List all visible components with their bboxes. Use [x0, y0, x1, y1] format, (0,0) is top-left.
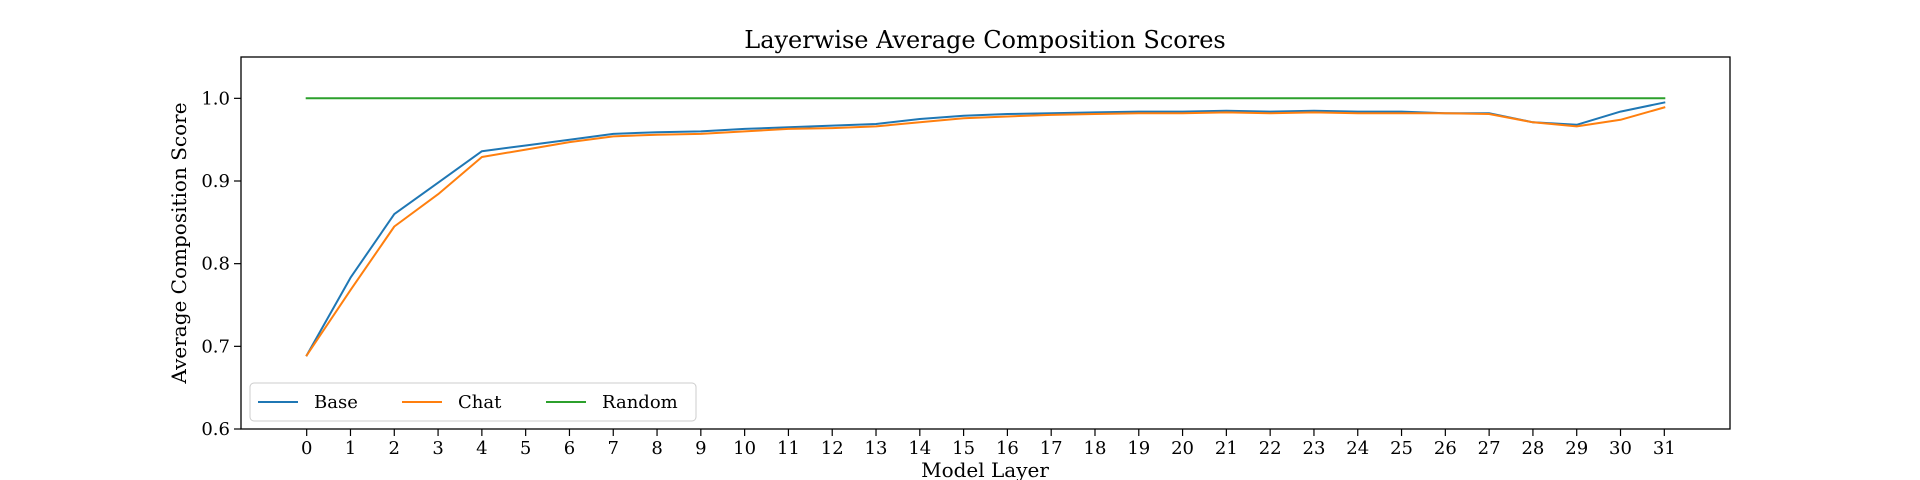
- x-tick-label: 24: [1346, 438, 1369, 459]
- x-tick-label: 29: [1565, 438, 1588, 459]
- x-tick-label: 4: [476, 438, 487, 459]
- series-lines: [305, 97, 1666, 357]
- plot-frame: [240, 56, 1731, 430]
- x-tick-label: 17: [1040, 438, 1063, 459]
- x-tick-label: 26: [1434, 438, 1457, 459]
- x-axis-ticks: 0 1 2 3 4 5 6 7 8 9 10 11 12 13 14 15 16 17 18 19 20 21 22 23 24…: [301, 429, 1676, 459]
- x-tick-label: 14: [908, 438, 931, 459]
- x-tick-label: 5: [520, 438, 531, 459]
- legend-label-chat: Chat: [458, 392, 502, 413]
- x-tick-label: 2: [389, 438, 400, 459]
- x-tick-label: 30: [1609, 438, 1632, 459]
- x-tick-label: 18: [1084, 438, 1107, 459]
- y-tick-label: 0.8: [201, 254, 230, 275]
- x-tick-label: 31: [1653, 438, 1676, 459]
- y-tick-label: 1.0: [201, 88, 230, 109]
- x-tick-label: 0: [301, 438, 312, 459]
- x-tick-label: 8: [651, 438, 662, 459]
- x-tick-label: 1: [345, 438, 356, 459]
- x-tick-label: 7: [608, 438, 619, 459]
- x-axis-label: Model Layer: [921, 458, 1049, 480]
- legend: Base Chat Random: [249, 382, 697, 422]
- x-tick-label: 21: [1215, 438, 1238, 459]
- y-tick-label: 0.6: [201, 419, 230, 440]
- x-tick-label: 15: [952, 438, 975, 459]
- legend-label-random: Random: [602, 392, 678, 413]
- x-tick-label: 11: [777, 438, 800, 459]
- y-axis-label: Average Composition Score: [167, 102, 191, 384]
- x-tick-label: 19: [1127, 438, 1150, 459]
- y-axis-ticks: 0.6 0.7 0.8 0.9 1.0: [201, 88, 241, 440]
- x-tick-label: 3: [432, 438, 443, 459]
- x-tick-label: 16: [996, 438, 1019, 459]
- x-tick-label: 6: [564, 438, 575, 459]
- legend-label-base: Base: [314, 392, 358, 413]
- x-tick-label: 22: [1259, 438, 1282, 459]
- x-tick-label: 20: [1171, 438, 1194, 459]
- series-line-chat: [305, 106, 1666, 357]
- series-line-base: [305, 101, 1666, 357]
- x-tick-label: 28: [1521, 438, 1544, 459]
- x-tick-label: 9: [695, 438, 706, 459]
- plot-area: [240, 56, 1731, 430]
- chart-title: Layerwise Average Composition Scores: [744, 26, 1226, 54]
- x-tick-label: 10: [733, 438, 756, 459]
- x-tick-label: 23: [1303, 438, 1326, 459]
- x-tick-label: 25: [1390, 438, 1413, 459]
- x-tick-label: 27: [1478, 438, 1501, 459]
- y-tick-label: 0.7: [201, 336, 230, 357]
- legend-box: [249, 382, 697, 422]
- x-tick-label: 13: [865, 438, 888, 459]
- y-tick-label: 0.9: [201, 171, 230, 192]
- x-tick-label: 12: [821, 438, 844, 459]
